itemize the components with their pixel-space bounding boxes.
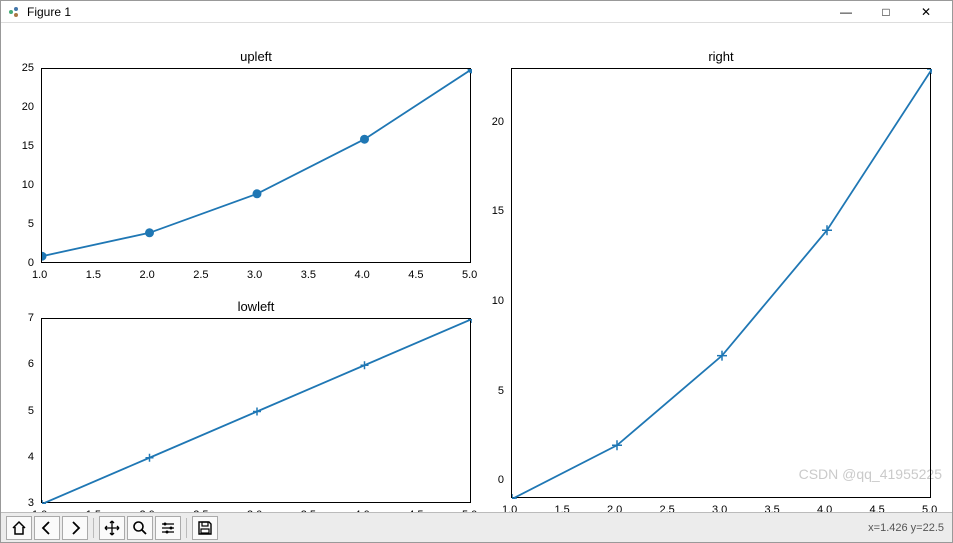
xtick-label: 1.5 xyxy=(86,269,101,281)
forward-icon xyxy=(67,520,83,536)
close-icon: ✕ xyxy=(921,5,931,19)
home-button[interactable] xyxy=(6,516,32,540)
window-title: Figure 1 xyxy=(27,5,71,19)
subplot-title-right: right xyxy=(512,49,930,64)
marker-circle xyxy=(145,228,154,237)
ytick-label: 4 xyxy=(28,451,34,463)
ytick-label: 20 xyxy=(492,116,504,128)
nav-toolbar: x=1.426 y=22.5 xyxy=(1,512,952,542)
sliders-icon xyxy=(160,520,176,536)
maximize-icon: □ xyxy=(882,5,889,19)
marker-circle xyxy=(360,135,369,144)
save-button[interactable] xyxy=(192,516,218,540)
marker-circle xyxy=(468,69,473,74)
data-line-upleft xyxy=(42,69,472,256)
minimize-button[interactable]: — xyxy=(826,1,866,23)
xtick-label: 4.5 xyxy=(408,269,423,281)
subplot-upleft: upleft1.01.52.02.53.03.54.04.55.00510152… xyxy=(41,68,471,263)
plot-svg-right xyxy=(512,69,932,499)
figure-window: Figure 1 — □ ✕ CSDN @qq_41955225 upleft1… xyxy=(0,0,953,543)
app-icon xyxy=(7,5,21,19)
ytick-label: 20 xyxy=(22,101,34,113)
marker-plus xyxy=(253,408,261,416)
subplot-right: right1.01.52.02.53.03.54.04.55.005101520 xyxy=(511,68,931,498)
plot-svg-lowleft xyxy=(42,319,472,504)
marker-circle xyxy=(253,189,262,198)
ytick-label: 0 xyxy=(28,257,34,269)
zoom-icon xyxy=(132,520,148,536)
ytick-label: 25 xyxy=(22,62,34,74)
ytick-label: 10 xyxy=(492,295,504,307)
ytick-label: 15 xyxy=(492,205,504,217)
pan-icon xyxy=(104,520,120,536)
ytick-label: 5 xyxy=(28,405,34,417)
xtick-label: 2.5 xyxy=(193,269,208,281)
xtick-label: 5.0 xyxy=(462,269,477,281)
minimize-icon: — xyxy=(840,5,852,19)
toolbar-separator xyxy=(186,518,187,538)
ytick-label: 15 xyxy=(22,140,34,152)
titlebar: Figure 1 — □ ✕ xyxy=(1,1,952,23)
ytick-label: 7 xyxy=(28,312,34,324)
marker-plus xyxy=(146,454,154,462)
xtick-label: 4.0 xyxy=(355,269,370,281)
configure-button[interactable] xyxy=(155,516,181,540)
pan-button[interactable] xyxy=(99,516,125,540)
ytick-label: 6 xyxy=(28,358,34,370)
figure-canvas[interactable]: CSDN @qq_41955225 upleft1.01.52.02.53.03… xyxy=(1,23,952,512)
ytick-label: 0 xyxy=(498,474,504,486)
ytick-label: 5 xyxy=(498,385,504,397)
toolbar-separator xyxy=(93,518,94,538)
data-line-right xyxy=(512,69,932,499)
marker-plus xyxy=(361,361,369,369)
xtick-label: 2.0 xyxy=(140,269,155,281)
back-icon xyxy=(39,520,55,536)
xtick-label: 1.0 xyxy=(32,269,47,281)
xtick-label: 3.0 xyxy=(247,269,262,281)
close-button[interactable]: ✕ xyxy=(906,1,946,23)
ytick-label: 5 xyxy=(28,218,34,230)
save-icon xyxy=(197,520,213,536)
maximize-button[interactable]: □ xyxy=(866,1,906,23)
subplot-lowleft: lowleft1.01.52.02.53.03.54.04.55.034567 xyxy=(41,318,471,503)
plot-svg-upleft xyxy=(42,69,472,264)
subplot-title-upleft: upleft xyxy=(42,49,470,64)
ytick-label: 10 xyxy=(22,179,34,191)
cursor-coords: x=1.426 y=22.5 xyxy=(868,522,944,534)
forward-button[interactable] xyxy=(62,516,88,540)
home-icon xyxy=(11,520,27,536)
back-button[interactable] xyxy=(34,516,60,540)
marker-circle xyxy=(42,252,47,261)
xtick-label: 3.5 xyxy=(301,269,316,281)
ytick-label: 3 xyxy=(28,497,34,509)
zoom-button[interactable] xyxy=(127,516,153,540)
subplot-title-lowleft: lowleft xyxy=(42,299,470,314)
